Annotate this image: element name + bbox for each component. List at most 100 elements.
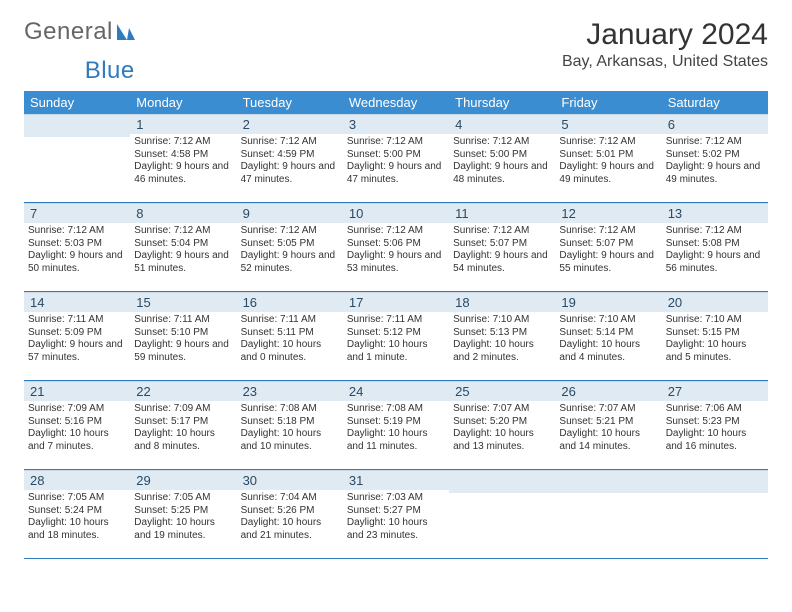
day-body: Sunrise: 7:10 AMSunset: 5:15 PMDaylight:… <box>662 312 768 368</box>
sunset-text: Sunset: 5:08 PM <box>666 238 764 251</box>
day-body: Sunrise: 7:04 AMSunset: 5:26 PMDaylight:… <box>237 490 343 546</box>
day-number <box>555 470 661 493</box>
sunrise-text: Sunrise: 7:12 AM <box>134 225 232 238</box>
daylight-text: Daylight: 10 hours and 7 minutes. <box>28 428 126 453</box>
day-number: 12 <box>555 203 661 223</box>
daylight-text: Daylight: 9 hours and 53 minutes. <box>347 250 445 275</box>
day-body: Sunrise: 7:11 AMSunset: 5:12 PMDaylight:… <box>343 312 449 368</box>
sunset-text: Sunset: 5:16 PM <box>28 416 126 429</box>
day-body: Sunrise: 7:07 AMSunset: 5:21 PMDaylight:… <box>555 401 661 457</box>
sunset-text: Sunset: 5:12 PM <box>347 327 445 340</box>
calendar-day-cell: 25Sunrise: 7:07 AMSunset: 5:20 PMDayligh… <box>449 381 555 470</box>
calendar-day-cell: 17Sunrise: 7:11 AMSunset: 5:12 PMDayligh… <box>343 292 449 381</box>
day-number: 25 <box>449 381 555 401</box>
sunrise-text: Sunrise: 7:12 AM <box>666 136 764 149</box>
day-number: 31 <box>343 470 449 490</box>
day-body: Sunrise: 7:12 AMSunset: 5:00 PMDaylight:… <box>449 134 555 190</box>
calendar-week-row: 1Sunrise: 7:12 AMSunset: 4:58 PMDaylight… <box>24 114 768 203</box>
daylight-text: Daylight: 10 hours and 11 minutes. <box>347 428 445 453</box>
day-number: 6 <box>662 114 768 134</box>
day-number: 19 <box>555 292 661 312</box>
calendar-week-row: 14Sunrise: 7:11 AMSunset: 5:09 PMDayligh… <box>24 292 768 381</box>
title-block: January 2024 Bay, Arkansas, United State… <box>562 18 768 71</box>
calendar-day-cell: 12Sunrise: 7:12 AMSunset: 5:07 PMDayligh… <box>555 203 661 292</box>
calendar-day-cell: 8Sunrise: 7:12 AMSunset: 5:04 PMDaylight… <box>130 203 236 292</box>
sunset-text: Sunset: 5:04 PM <box>134 238 232 251</box>
sail-icon <box>115 22 137 42</box>
daylight-text: Daylight: 9 hours and 49 minutes. <box>666 161 764 186</box>
calendar-day-cell: 6Sunrise: 7:12 AMSunset: 5:02 PMDaylight… <box>662 114 768 203</box>
day-number: 13 <box>662 203 768 223</box>
sunrise-text: Sunrise: 7:12 AM <box>559 225 657 238</box>
calendar-day-cell: 11Sunrise: 7:12 AMSunset: 5:07 PMDayligh… <box>449 203 555 292</box>
sunset-text: Sunset: 5:11 PM <box>241 327 339 340</box>
day-body: Sunrise: 7:10 AMSunset: 5:14 PMDaylight:… <box>555 312 661 368</box>
brand-part2: Blue <box>85 57 135 85</box>
calendar-day-cell: 21Sunrise: 7:09 AMSunset: 5:16 PMDayligh… <box>24 381 130 470</box>
calendar-day-cell <box>24 114 130 203</box>
sunset-text: Sunset: 5:21 PM <box>559 416 657 429</box>
sunset-text: Sunset: 5:05 PM <box>241 238 339 251</box>
day-number: 27 <box>662 381 768 401</box>
day-number: 11 <box>449 203 555 223</box>
day-number: 29 <box>130 470 236 490</box>
day-body: Sunrise: 7:12 AMSunset: 5:07 PMDaylight:… <box>555 223 661 279</box>
day-body: Sunrise: 7:11 AMSunset: 5:09 PMDaylight:… <box>24 312 130 368</box>
sunrise-text: Sunrise: 7:12 AM <box>241 136 339 149</box>
calendar-day-cell <box>555 470 661 559</box>
daylight-text: Daylight: 9 hours and 54 minutes. <box>453 250 551 275</box>
sunset-text: Sunset: 5:19 PM <box>347 416 445 429</box>
day-number <box>449 470 555 493</box>
sunrise-text: Sunrise: 7:05 AM <box>28 492 126 505</box>
sunrise-text: Sunrise: 7:10 AM <box>666 314 764 327</box>
day-number <box>662 470 768 493</box>
sunrise-text: Sunrise: 7:11 AM <box>28 314 126 327</box>
sunset-text: Sunset: 5:26 PM <box>241 505 339 518</box>
day-number: 4 <box>449 114 555 134</box>
calendar-head: Sunday Monday Tuesday Wednesday Thursday… <box>24 91 768 114</box>
day-body: Sunrise: 7:12 AMSunset: 5:05 PMDaylight:… <box>237 223 343 279</box>
daylight-text: Daylight: 10 hours and 0 minutes. <box>241 339 339 364</box>
day-number: 28 <box>24 470 130 490</box>
sunset-text: Sunset: 5:15 PM <box>666 327 764 340</box>
calendar-day-cell: 26Sunrise: 7:07 AMSunset: 5:21 PMDayligh… <box>555 381 661 470</box>
weekday-head: Thursday <box>449 91 555 114</box>
day-number: 23 <box>237 381 343 401</box>
weekday-head: Tuesday <box>237 91 343 114</box>
day-body: Sunrise: 7:12 AMSunset: 5:07 PMDaylight:… <box>449 223 555 279</box>
calendar-day-cell: 4Sunrise: 7:12 AMSunset: 5:00 PMDaylight… <box>449 114 555 203</box>
day-body: Sunrise: 7:03 AMSunset: 5:27 PMDaylight:… <box>343 490 449 546</box>
sunset-text: Sunset: 5:27 PM <box>347 505 445 518</box>
sunset-text: Sunset: 5:06 PM <box>347 238 445 251</box>
day-body: Sunrise: 7:12 AMSunset: 4:58 PMDaylight:… <box>130 134 236 190</box>
day-number: 8 <box>130 203 236 223</box>
brand-part1: General <box>24 18 113 46</box>
weekday-head: Sunday <box>24 91 130 114</box>
day-number: 14 <box>24 292 130 312</box>
month-title: January 2024 <box>562 18 768 51</box>
calendar-day-cell: 14Sunrise: 7:11 AMSunset: 5:09 PMDayligh… <box>24 292 130 381</box>
calendar-day-cell: 31Sunrise: 7:03 AMSunset: 5:27 PMDayligh… <box>343 470 449 559</box>
daylight-text: Daylight: 9 hours and 52 minutes. <box>241 250 339 275</box>
calendar-day-cell: 30Sunrise: 7:04 AMSunset: 5:26 PMDayligh… <box>237 470 343 559</box>
sunrise-text: Sunrise: 7:04 AM <box>241 492 339 505</box>
sunset-text: Sunset: 5:17 PM <box>134 416 232 429</box>
sunrise-text: Sunrise: 7:10 AM <box>559 314 657 327</box>
location-label: Bay, Arkansas, United States <box>562 53 768 71</box>
sunset-text: Sunset: 5:10 PM <box>134 327 232 340</box>
sunrise-text: Sunrise: 7:11 AM <box>134 314 232 327</box>
daylight-text: Daylight: 9 hours and 47 minutes. <box>347 161 445 186</box>
sunrise-text: Sunrise: 7:12 AM <box>347 225 445 238</box>
calendar-day-cell: 28Sunrise: 7:05 AMSunset: 5:24 PMDayligh… <box>24 470 130 559</box>
calendar-day-cell: 20Sunrise: 7:10 AMSunset: 5:15 PMDayligh… <box>662 292 768 381</box>
calendar-day-cell: 19Sunrise: 7:10 AMSunset: 5:14 PMDayligh… <box>555 292 661 381</box>
weekday-head: Friday <box>555 91 661 114</box>
day-number <box>24 114 130 137</box>
day-number: 15 <box>130 292 236 312</box>
sunrise-text: Sunrise: 7:11 AM <box>347 314 445 327</box>
sunrise-text: Sunrise: 7:05 AM <box>134 492 232 505</box>
day-number: 24 <box>343 381 449 401</box>
sunrise-text: Sunrise: 7:12 AM <box>666 225 764 238</box>
day-number: 5 <box>555 114 661 134</box>
sunrise-text: Sunrise: 7:11 AM <box>241 314 339 327</box>
